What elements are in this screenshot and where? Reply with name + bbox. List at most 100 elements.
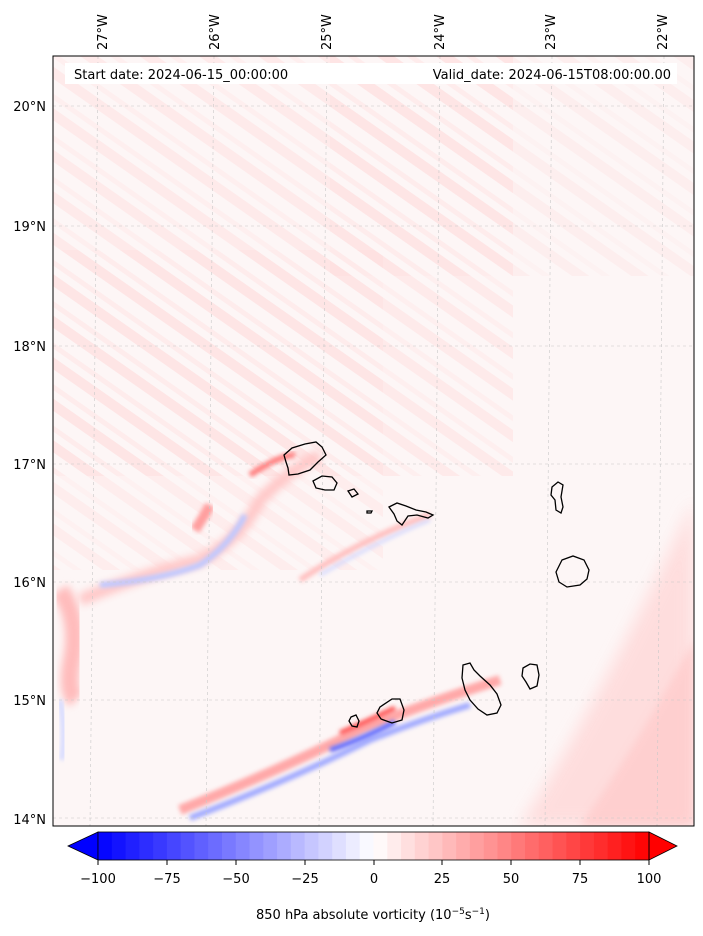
lat-label-15n: 15°N: [13, 694, 46, 709]
lon-label-26w: 26°W: [208, 14, 223, 50]
lat-label-17n: 17°N: [13, 458, 46, 473]
positive-core-fogo: [339, 705, 397, 736]
colorbar-band: [332, 832, 347, 860]
positive-band-south: [178, 675, 502, 815]
positive-band-sao-nicolau: [298, 512, 432, 583]
colorbar-band: [318, 832, 333, 860]
colorbar-band: [511, 832, 526, 860]
colorbar-band: [277, 832, 292, 860]
positive-band-west: [53, 585, 84, 707]
colorbar-band: [166, 832, 182, 860]
colorbar-band: [263, 832, 278, 860]
streak-field-west: [53, 250, 383, 570]
colorbar-band: [194, 832, 209, 860]
positive-region-southeast-core: [580, 640, 694, 826]
colorbar-band: [249, 832, 264, 860]
colorbar-tick-label: 50: [503, 872, 520, 887]
negative-band-south: [188, 702, 471, 821]
colorbar-band: [538, 832, 554, 860]
latitude-labels: 20°N 19°N 18°N 17°N 16°N 15°N 14°N: [13, 100, 46, 828]
colorbar-band: [414, 832, 430, 860]
colorbar-band: [497, 832, 512, 860]
colorbar-tick-label: 75: [572, 872, 589, 887]
colorbar-band: [235, 832, 251, 860]
colorbar-band: [221, 832, 237, 860]
colorbar: −100 −75 −50 −25 0 25 50 75 100 850 hPa …: [67, 831, 678, 923]
colorbar-ticks: [97, 860, 650, 865]
streak-field-northeast: [330, 56, 694, 276]
island-maio: [521, 663, 540, 690]
colorbar-band: [483, 832, 499, 860]
island-sal: [550, 481, 564, 514]
longitude-labels: 27°W 26°W 25°W 24°W 23°W 22°W: [96, 14, 671, 50]
vorticity-field: [53, 56, 694, 826]
colorbar-band: [153, 832, 168, 860]
colorbar-band: [552, 832, 567, 860]
colorbar-label: 850 hPa absolute vorticity (10−5s−1): [256, 907, 490, 923]
island-branco: [366, 510, 374, 514]
negative-core-fogo: [329, 719, 397, 753]
island-sao-nicolau: [388, 502, 435, 526]
colorbar-band: [139, 832, 154, 860]
lon-label-23w: 23°W: [544, 14, 559, 50]
colorbar-band: [359, 832, 375, 860]
colorbar-band: [635, 832, 650, 860]
colorbar-band: [180, 832, 196, 860]
coastlines: [283, 441, 590, 728]
lat-label-16n: 16°N: [13, 576, 46, 591]
negative-band-sao-nicolau: [319, 518, 431, 577]
island-fogo: [376, 698, 405, 724]
island-santa-luzia: [346, 488, 360, 498]
colorbar-band: [373, 832, 388, 860]
colorbar-band: [98, 832, 113, 860]
colorbar-band: [387, 832, 402, 860]
island-santo-antao: [283, 441, 327, 476]
colorbar-tick-label: 0: [370, 872, 378, 887]
colorbar-band: [621, 832, 636, 860]
colorbar-band: [469, 832, 485, 860]
colorbar-extend-low: [67, 831, 99, 861]
lon-label-27w: 27°W: [96, 14, 111, 50]
island-sao-vicente: [312, 475, 338, 491]
negative-band-central: [99, 513, 248, 588]
island-boa-vista: [555, 555, 590, 588]
annotation-box: [65, 63, 677, 84]
colorbar-band: [345, 832, 361, 860]
lon-label-24w: 24°W: [433, 14, 448, 50]
colorbar-band: [125, 832, 140, 860]
colorbar-band: [593, 832, 609, 860]
colorbar-tick-label: −25: [291, 872, 318, 887]
colorbar-extend-high: [648, 831, 678, 861]
colorbar-band: [580, 832, 595, 860]
island-brava: [348, 714, 360, 728]
colorbar-band: [304, 832, 320, 860]
colorbar-band: [111, 832, 127, 860]
negative-band-west: [57, 699, 67, 761]
valid-date-label: Valid_date: 2024-06-15T08:00:00.00: [433, 68, 671, 83]
start-date-label: Start date: 2024-06-15_00:00:00: [74, 68, 288, 83]
colorbar-band: [290, 832, 306, 860]
colorbar-band: [442, 832, 457, 860]
colorbar-tick-label: −75: [153, 872, 180, 887]
map-frame: [52, 55, 695, 827]
lat-label-14n: 14°N: [13, 813, 46, 828]
colorbar-band: [456, 832, 471, 860]
colorbar-tick-label: −50: [222, 872, 249, 887]
graticule: [53, 55, 694, 827]
colorbar-band: [525, 832, 540, 860]
island-santiago: [461, 662, 502, 716]
lat-label-20n: 20°N: [13, 100, 46, 115]
lon-label-25w: 25°W: [320, 14, 335, 50]
colorbar-tick-label: 25: [434, 872, 451, 887]
colorbar-tick-label: −100: [80, 872, 116, 887]
lat-label-19n: 19°N: [13, 220, 46, 235]
lon-label-22w: 22°W: [656, 14, 671, 50]
colorbar-band: [566, 832, 581, 860]
colorbar-band: [208, 832, 223, 860]
positive-streak-santo-antao: [248, 452, 296, 478]
map-area: Start date: 2024-06-15_00:00:00 Valid_da…: [52, 55, 695, 827]
colorbar-band: [401, 832, 416, 860]
colorbar-band: [607, 832, 623, 860]
colorbar-tick-label: 100: [637, 872, 662, 887]
